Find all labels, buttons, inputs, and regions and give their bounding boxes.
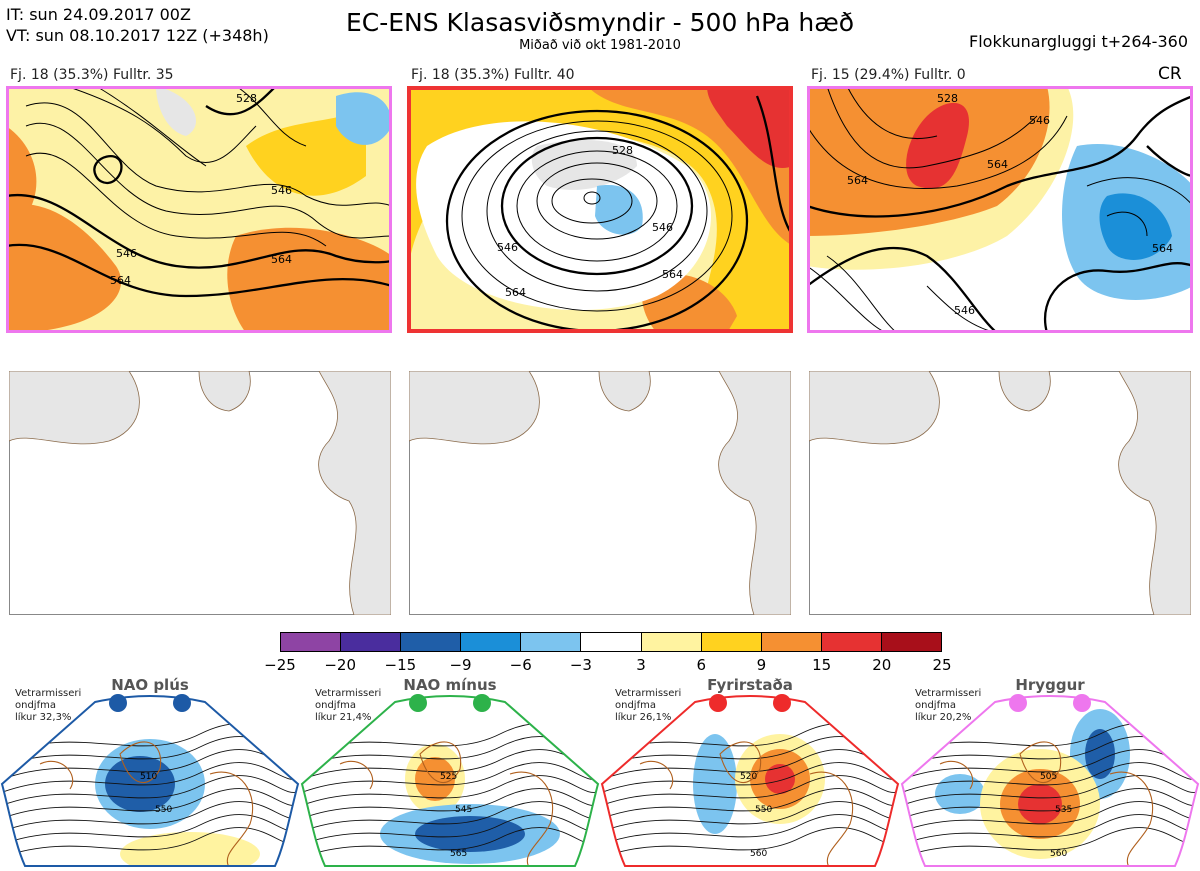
- regime-pole-dot: [773, 694, 791, 712]
- classification-window: Flokkunargluggi t+264-360: [969, 32, 1188, 51]
- panel-2-label: Fj. 18 (35.3%) Fulltr. 40: [411, 67, 575, 83]
- panel-3-contour-label: 564: [847, 174, 868, 187]
- panel-3-contour-label: 564: [1152, 242, 1173, 255]
- colorbar-tick-label: 3: [636, 656, 646, 674]
- colorbar-segment: [521, 633, 582, 651]
- regime-pole-dot: [109, 694, 127, 712]
- panel-2-border: [407, 86, 793, 333]
- initial-time: IT: sun 24.09.2017 00Z: [6, 5, 191, 24]
- colorbar-tick-label: −3: [569, 656, 592, 674]
- colorbar-segment: [761, 633, 822, 651]
- panel-1-contour-label: 546: [271, 184, 292, 197]
- page-title: EC-ENS Klasasviðsmyndir - 500 hPa hæð: [345, 8, 855, 37]
- regime-map: 525 545 565: [300, 695, 600, 867]
- colorbar-segment: [581, 633, 642, 651]
- colorbar-segment: [461, 633, 522, 651]
- colorbar-segment: [641, 633, 702, 651]
- regime-pole-dot: [1073, 694, 1091, 712]
- panel-3-border: [807, 86, 1193, 333]
- colorbar-tick-label: 9: [756, 656, 767, 674]
- colorbar-segment: [401, 633, 462, 651]
- panel-3-contour-label: 564: [987, 158, 1008, 171]
- regime-contour-label: 510: [140, 772, 157, 782]
- regime-pole-dot: [409, 694, 427, 712]
- colorbar-tick-label: 25: [932, 656, 952, 674]
- regime-title: NAO mínus: [403, 676, 497, 694]
- regime-map: 510 550: [0, 695, 300, 867]
- cluster-map-2: 546 564 564 546 528: [407, 86, 793, 333]
- regime-contour-label: 535: [1055, 805, 1072, 815]
- cluster-map-1: 546 564 564 546 528: [6, 86, 392, 333]
- panel-3-label: Fj. 15 (29.4%) Fulltr. 0: [811, 67, 966, 83]
- colorbar-tick-label: 20: [872, 656, 892, 674]
- regime-contour-label: 520: [740, 772, 757, 782]
- panel-1-contour-label: 564: [271, 253, 292, 266]
- regime-contour-label: 525: [440, 772, 457, 782]
- regime-contour-label: 550: [155, 805, 172, 815]
- regime-contour-label: 550: [755, 805, 772, 815]
- panel-1-border: [6, 86, 392, 333]
- panel-1-contour-label: 564: [110, 274, 131, 287]
- regime-map: 505 535 560: [900, 695, 1200, 867]
- colorbar: [280, 632, 942, 652]
- regime-contour-label: 560: [1050, 849, 1067, 859]
- regime-pole-dot: [473, 694, 491, 712]
- panel-1-label: Fj. 18 (35.3%) Fulltr. 35: [10, 67, 174, 83]
- colorbar-tick-label: −15: [384, 656, 417, 674]
- panel-2-contour-label: 546: [497, 241, 518, 254]
- base-map-1: [9, 371, 391, 615]
- valid-time: VT: sun 08.10.2017 12Z (+348h): [6, 26, 269, 45]
- header-info: IT: sun 24.09.2017 00Z VT: sun 08.10.201…: [6, 4, 269, 46]
- colorbar-segment: [281, 633, 342, 651]
- regime-pole-dot: [709, 694, 727, 712]
- panel-2-contour-label: 564: [662, 268, 683, 281]
- regime-pole-dot: [173, 694, 191, 712]
- panel-3-contour-label: 546: [954, 304, 975, 317]
- base-map-3: [809, 371, 1191, 615]
- regime-probability-note: Vetrarmisseri ondjfma líkur 21,4%: [315, 688, 382, 723]
- colorbar-segment: [821, 633, 882, 651]
- colorbar-tick-label: −20: [324, 656, 356, 674]
- regime-pole-dot: [1009, 694, 1027, 712]
- regime-probability-note: Vetrarmisseri ondjfma líkur 32,3%: [15, 688, 82, 723]
- regime-probability-note: Vetrarmisseri ondjfma líkur 20,2%: [915, 688, 982, 723]
- panel-2-contour-label: 546: [652, 221, 673, 234]
- regime-map: 520 550 560: [600, 695, 900, 867]
- panel-1-contour-label: 546: [116, 247, 137, 260]
- cr-label: CR: [1158, 64, 1182, 84]
- colorbar-segment: [701, 633, 762, 651]
- colorbar-segment: [881, 633, 942, 651]
- colorbar-segment: [341, 633, 402, 651]
- colorbar-tick-label: −25: [264, 656, 296, 674]
- colorbar-tick-label: −9: [449, 656, 472, 674]
- regime-probability-note: Vetrarmisseri ondjfma líkur 26,1%: [615, 688, 682, 723]
- regime-title: NAO plús: [111, 676, 189, 694]
- regime-title: Hryggur: [1015, 676, 1085, 694]
- colorbar-tick-label: −6: [509, 656, 532, 674]
- cluster-map-3: 528 546 564 564 546 564: [807, 86, 1193, 333]
- panel-2-contour-label: 564: [505, 286, 526, 299]
- panel-3-contour-label: 546: [1029, 114, 1050, 127]
- panel-3-contour-label: 528: [937, 92, 958, 105]
- colorbar-tick-label: 15: [812, 656, 832, 674]
- regime-contour-label: 560: [750, 849, 767, 859]
- page-subtitle: Miðað við okt 1981-2010: [519, 38, 681, 53]
- regime-title: Fyrirstaða: [707, 676, 793, 694]
- regime-contour-label: 505: [1040, 772, 1057, 782]
- panel-2-contour-label: 528: [612, 144, 633, 157]
- regime-contour-label: 565: [450, 849, 467, 859]
- regime-contour-label: 545: [455, 805, 472, 815]
- panel-1-contour-label: 528: [236, 92, 257, 105]
- base-map-2: [409, 371, 791, 615]
- colorbar-tick-label: 6: [696, 656, 707, 674]
